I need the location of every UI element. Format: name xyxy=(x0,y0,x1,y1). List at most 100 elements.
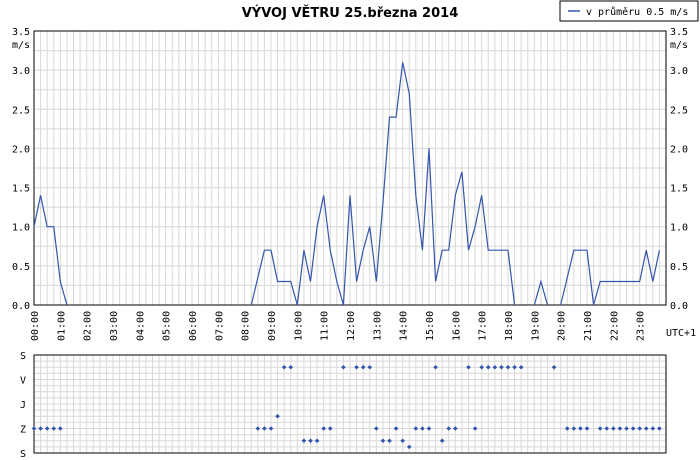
legend-box xyxy=(559,0,699,22)
direction-point xyxy=(58,426,63,431)
speed-y-tick-right: 1.5 xyxy=(670,184,688,195)
speed-x-tick: 06:00 xyxy=(188,311,199,341)
direction-point xyxy=(551,364,557,370)
direction-point xyxy=(380,438,386,444)
x-unit-label: UTC+1 xyxy=(666,328,696,339)
direction-point xyxy=(439,438,445,444)
direction-point xyxy=(301,438,307,444)
speed-y-tick-right: 0.0 xyxy=(670,301,688,312)
speed-y-tick-left: 2.0 xyxy=(12,144,30,155)
speed-x-tick: 10:00 xyxy=(293,311,304,341)
direction-y-tick: S xyxy=(20,449,26,460)
speed-series xyxy=(33,62,661,306)
direction-point xyxy=(630,426,636,431)
direction-point xyxy=(453,426,458,431)
speed-y-tick-right: 0.5 xyxy=(670,262,688,273)
speed-x-tick: 15:00 xyxy=(425,311,436,341)
direction-point xyxy=(268,426,274,431)
direction-point xyxy=(578,426,583,431)
speed-x-tick: 12:00 xyxy=(346,311,357,341)
direction-point xyxy=(393,426,399,431)
direction-y-tick: V xyxy=(20,376,26,387)
direction-point xyxy=(571,426,577,431)
direction-point xyxy=(637,426,642,431)
speed-y-tick-left: 3.0 xyxy=(12,66,30,77)
speed-x-tick: 13:00 xyxy=(372,311,383,341)
direction-point xyxy=(505,364,511,370)
direction-point xyxy=(51,426,57,431)
speed-x-tick: 14:00 xyxy=(399,311,410,341)
speed-x-tick: 08:00 xyxy=(241,311,252,341)
direction-point xyxy=(314,438,320,444)
speed-y-tick-left: 1.0 xyxy=(12,223,30,234)
speed-x-tick: 21:00 xyxy=(583,311,594,341)
chart-title: VÝVOJ VĚTRU 25.března 2014 xyxy=(242,5,459,21)
speed-line-segment xyxy=(560,249,661,306)
speed-y-tick-left: 0.5 xyxy=(12,262,30,273)
speed-plot-frame xyxy=(33,30,667,306)
direction-point xyxy=(624,426,629,431)
direction-point xyxy=(472,426,478,431)
speed-y-tick-right: 2.0 xyxy=(670,144,688,155)
direction-point xyxy=(387,438,392,444)
y-unit-left: m/s xyxy=(12,40,30,51)
direction-point xyxy=(466,364,471,370)
direction-point xyxy=(406,444,412,450)
speed-x-tick: 02:00 xyxy=(83,311,94,341)
speed-x-tick: 11:00 xyxy=(320,311,331,341)
direction-series xyxy=(31,364,662,450)
speed-x-tick: 19:00 xyxy=(530,311,541,341)
speed-y-tick-left: 2.5 xyxy=(12,105,30,116)
direction-point xyxy=(433,364,438,370)
legend-label: v průměru 0.5 m/s xyxy=(586,6,688,18)
direction-point xyxy=(31,426,37,431)
speed-x-tick: 03:00 xyxy=(109,311,120,341)
direction-point xyxy=(604,426,610,431)
direction-point xyxy=(485,364,491,370)
direction-point xyxy=(597,426,603,431)
speed-line-segment xyxy=(533,279,549,306)
speed-grid xyxy=(33,30,667,306)
direction-point xyxy=(374,426,379,431)
direction-point xyxy=(584,426,590,431)
direction-point xyxy=(446,426,452,431)
speed-x-ticks: 00:00 01:00 02:00 03:00 04:00 05:00 06:00 07:00… xyxy=(30,311,647,341)
speed-y-ticks: 0.0 0.0 0.5 0.5 1.0 1.0 1.5 1.5 2.0 2.0 2.5 2.5 3.0 3… xyxy=(12,27,688,312)
direction-point xyxy=(650,426,656,431)
direction-point xyxy=(512,364,517,370)
direction-point xyxy=(275,413,280,419)
speed-line-segment xyxy=(33,195,68,306)
direction-point xyxy=(308,438,313,444)
direction-point xyxy=(38,426,43,431)
direction-point xyxy=(657,426,662,431)
speed-y-tick-left: 3.5 xyxy=(12,27,30,38)
direction-point xyxy=(44,426,50,431)
direction-y-tick: Z xyxy=(20,425,26,436)
direction-point xyxy=(321,426,326,431)
speed-x-tick: 00:00 xyxy=(30,311,41,341)
direction-point xyxy=(611,426,616,431)
speed-x-tick: 18:00 xyxy=(504,311,515,341)
direction-point xyxy=(643,426,649,431)
direction-point xyxy=(354,364,359,370)
direction-point xyxy=(617,426,623,431)
legend: v průměru 0.5 m/s xyxy=(559,0,699,22)
speed-x-tick: 23:00 xyxy=(636,311,647,341)
direction-point xyxy=(426,426,432,431)
direction-point xyxy=(400,438,405,444)
speed-x-tick: 04:00 xyxy=(135,311,146,341)
speed-x-tick: 17:00 xyxy=(478,311,489,341)
direction-point xyxy=(281,364,287,370)
direction-grid xyxy=(33,354,667,454)
direction-point xyxy=(288,364,294,370)
direction-point xyxy=(492,364,498,370)
speed-x-tick: 01:00 xyxy=(56,311,67,341)
speed-x-tick: 22:00 xyxy=(609,311,620,341)
speed-line-segment xyxy=(250,62,516,306)
direction-point xyxy=(479,364,484,370)
direction-point xyxy=(564,426,570,431)
direction-point xyxy=(360,364,366,370)
direction-point xyxy=(420,426,425,431)
